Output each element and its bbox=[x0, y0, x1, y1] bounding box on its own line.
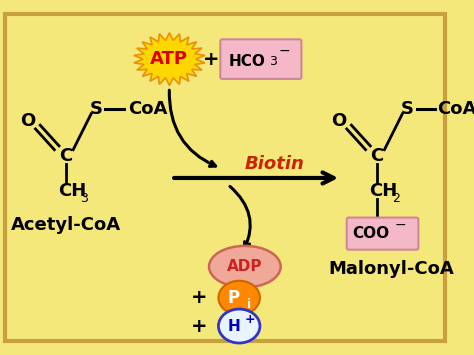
Text: ADP: ADP bbox=[227, 259, 263, 274]
Ellipse shape bbox=[219, 309, 260, 343]
Ellipse shape bbox=[219, 281, 260, 315]
Text: P: P bbox=[228, 289, 239, 307]
Text: −: − bbox=[279, 44, 290, 58]
Polygon shape bbox=[134, 33, 205, 86]
Text: COO: COO bbox=[353, 226, 390, 241]
Text: +: + bbox=[191, 317, 208, 335]
Text: ATP: ATP bbox=[150, 50, 188, 68]
Text: O: O bbox=[331, 113, 347, 130]
Text: +: + bbox=[203, 50, 219, 69]
Text: HCO: HCO bbox=[228, 54, 265, 69]
Text: i: i bbox=[246, 298, 251, 311]
Text: Malonyl-CoA: Malonyl-CoA bbox=[328, 261, 454, 278]
Text: −: − bbox=[395, 218, 406, 232]
Text: S: S bbox=[401, 100, 414, 118]
Text: CH: CH bbox=[369, 182, 398, 200]
FancyBboxPatch shape bbox=[220, 39, 301, 79]
Text: CoA: CoA bbox=[128, 100, 167, 118]
Text: C: C bbox=[370, 147, 383, 165]
Text: 3: 3 bbox=[81, 192, 89, 205]
Text: C: C bbox=[59, 147, 72, 165]
Text: CoA: CoA bbox=[438, 100, 474, 118]
FancyBboxPatch shape bbox=[346, 218, 419, 250]
Text: S: S bbox=[89, 100, 102, 118]
Text: O: O bbox=[20, 113, 36, 130]
FancyBboxPatch shape bbox=[5, 14, 445, 341]
Text: CH: CH bbox=[58, 182, 86, 200]
Ellipse shape bbox=[209, 246, 281, 288]
Text: 3: 3 bbox=[269, 55, 277, 67]
Text: Biotin: Biotin bbox=[245, 155, 305, 173]
Text: +: + bbox=[244, 313, 255, 326]
Text: +: + bbox=[191, 288, 208, 307]
Text: H: H bbox=[227, 318, 240, 334]
Text: 2: 2 bbox=[392, 192, 400, 205]
Text: Acetyl-CoA: Acetyl-CoA bbox=[10, 216, 121, 234]
